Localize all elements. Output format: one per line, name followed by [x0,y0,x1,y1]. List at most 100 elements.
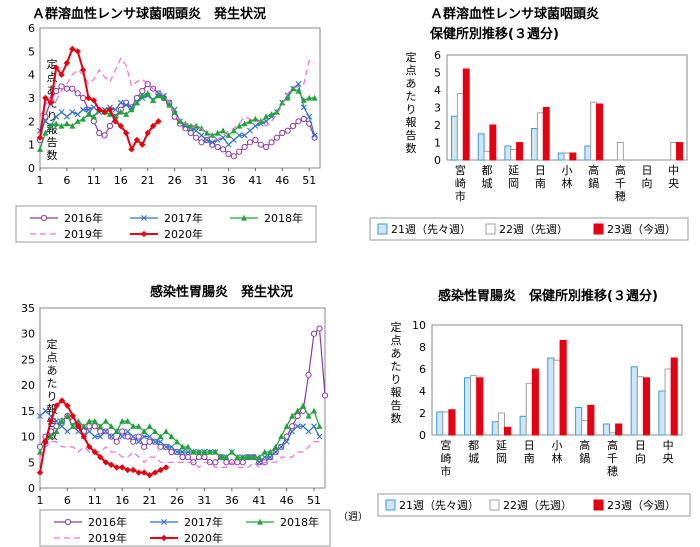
strep_bar-bar-w23 [542,107,550,161]
gastro_trend-point-y2018 [69,423,76,429]
gastro_trend-point-y2017 [53,418,60,425]
strep_bar-bar-w23 [569,152,577,161]
gastro_bar-legend-frame [377,493,691,517]
gastro_trend-point-y2016 [316,325,323,332]
gastro_bar-category-label: 中央 [663,439,674,465]
gastro_trend-point-y2020 [53,402,60,409]
gastro_bar-bar-w21 [602,423,611,436]
gastro_bar-bar-w21 [658,390,666,436]
gastro_trend-point-y2016 [168,448,175,456]
strep_bar-ylabel-char: り [406,103,417,116]
gastro_bar-category-label: 小林 [552,439,563,465]
strep_bar-category-label-char: 穂 [615,189,626,203]
strep_trend-point-y2018 [263,113,270,120]
strep_bar-bar-w21 [477,133,485,161]
strep_trend-point-y2020 [112,118,119,125]
gastro_trend-point-y2018 [64,412,71,419]
gastro_trend-point-y2018 [256,453,263,460]
gastro_trend-plot-frame [39,307,326,489]
gastro_bar-category-label-char: 高 [607,438,618,452]
strep_trend-legend-marker-y2018 [241,214,247,221]
strep_trend-point-y2018 [117,108,124,115]
strep_trend-point-y2016 [96,129,103,137]
gastro_trend-point-y2016 [201,454,208,461]
gastro_bar-group: 感染性胃腸炎 保健所別推移(３週分)0246810定点あたり報告数宮崎市都城延岡… [391,288,683,478]
strep_bar-ylabel-char: 告 [406,129,417,142]
gastro_bar-title-line: 感染性胃腸炎 保健所別推移(３週分) [438,288,658,304]
gastro_trend-ytick: 20 [21,379,35,392]
gastro_trend-point-y2017 [283,438,290,445]
strep_trend-point-y2016 [268,139,275,146]
strep_trend-xtick: 41 [248,174,262,187]
strep_trend-point-y2016 [58,83,65,90]
strep_trend-point-y2018 [63,120,70,127]
gastro_trend-point-y2017 [37,413,43,419]
gastro_trend-ylabel-char: あ [47,364,58,377]
strep_trend-point-y2018 [74,118,81,124]
strep_trend-point-y2018 [300,97,307,103]
strep_trend-xtick: 21 [141,174,155,187]
strep_trend-point-y2020 [155,118,162,125]
gastro_trend-point-y2018 [190,448,197,455]
strep_trend-point-y2017 [74,111,81,118]
strep_trend-point-y2016 [300,115,307,123]
strep_bar-category-label-char: 向 [642,176,653,190]
strep_bar-category-label-char: 高 [615,163,626,177]
gastro_trend-point-y2020 [36,469,44,476]
gastro_trend-point-y2016 [310,330,318,337]
gastro_trend-ylabel-char: た [47,377,58,390]
strep_trend-point-y2017 [230,137,237,143]
strep_trend-ytick: 3 [28,92,35,105]
strep_trend-point-y2017 [42,118,49,125]
strep_bar-ytick: 6 [434,49,441,62]
strep_bar-legend-label-w22: 22週（先週） [499,223,568,236]
strep_bar-legend-frame [369,217,689,241]
strep_trend-point-y2017 [203,137,210,143]
gastro_trend-ytick: 15 [21,405,35,418]
strep_trend-xtick: 11 [87,174,101,187]
strep_trend-point-y2016 [214,143,221,151]
gastro_trend-point-y2018 [239,453,246,460]
strep_trend-ytick: 5 [28,45,35,58]
gastro_bar-bar-w23 [642,377,651,436]
strep_trend-point-y2017 [58,109,65,115]
gastro_trend-point-y2018 [223,453,230,460]
strep_trend-point-y2018 [311,94,318,101]
gastro_trend-point-y2017 [272,449,279,455]
gastro_trend-point-y2017 [294,423,301,430]
strep_trend-point-y2016 [252,136,259,144]
gastro_bar-legend-swatch-w21 [385,499,396,511]
strep_bar-category-label-char: 延 [508,164,519,177]
strep_trend-point-y2016 [187,129,194,137]
strep_bar-legend-swatch-w23 [593,223,604,235]
gastro_bar-category-label: 高鍋 [579,438,590,465]
gastro_trend-point-y2016 [223,459,230,466]
gastro_bar-bar-w21 [575,407,583,436]
gastro_bar-bar-w23 [504,426,512,436]
gastro_trend-point-y2020 [146,471,153,479]
gastro_trend-point-y2018 [146,423,153,429]
strep_trend-point-y2018 [279,99,286,106]
gastro_trend-point-y2017 [141,433,148,440]
strep_trend-point-y2016 [198,139,205,146]
gastro_trend-point-y2018 [152,428,159,435]
gastro_trend-point-y2018 [174,438,181,445]
strep_trend-point-y2020 [90,97,98,104]
strep_trend-point-y2017 [252,123,259,129]
strep_bar-legend-swatch-w21 [377,223,388,235]
strep_bar-category-label-char: 都 [482,164,493,177]
strep_trend-title: Ａ群溶血性レンサ球菌咽頭炎 発生状況 [32,6,266,22]
gastro_bar-ylabel-char: 点 [391,334,402,347]
strep_bar-bar-w22 [536,112,544,161]
strep_trend-point-y2016 [289,122,297,130]
gastro_trend-point-y2017 [300,423,307,430]
gastro_trend-point-y2016 [97,428,104,435]
strep_trend-plot-frame [39,27,321,169]
gastro_trend-point-y2020 [151,469,159,476]
gastro_bar-bar-w22 [525,382,533,436]
gastro_trend-xtick: 31 [197,494,211,507]
strep_trend-point-y2017 [80,106,87,113]
gastro_trend-point-y2016 [119,428,126,435]
gastro_bar-bar-w21 [547,357,555,436]
strep_trend-point-y2017 [311,132,318,139]
